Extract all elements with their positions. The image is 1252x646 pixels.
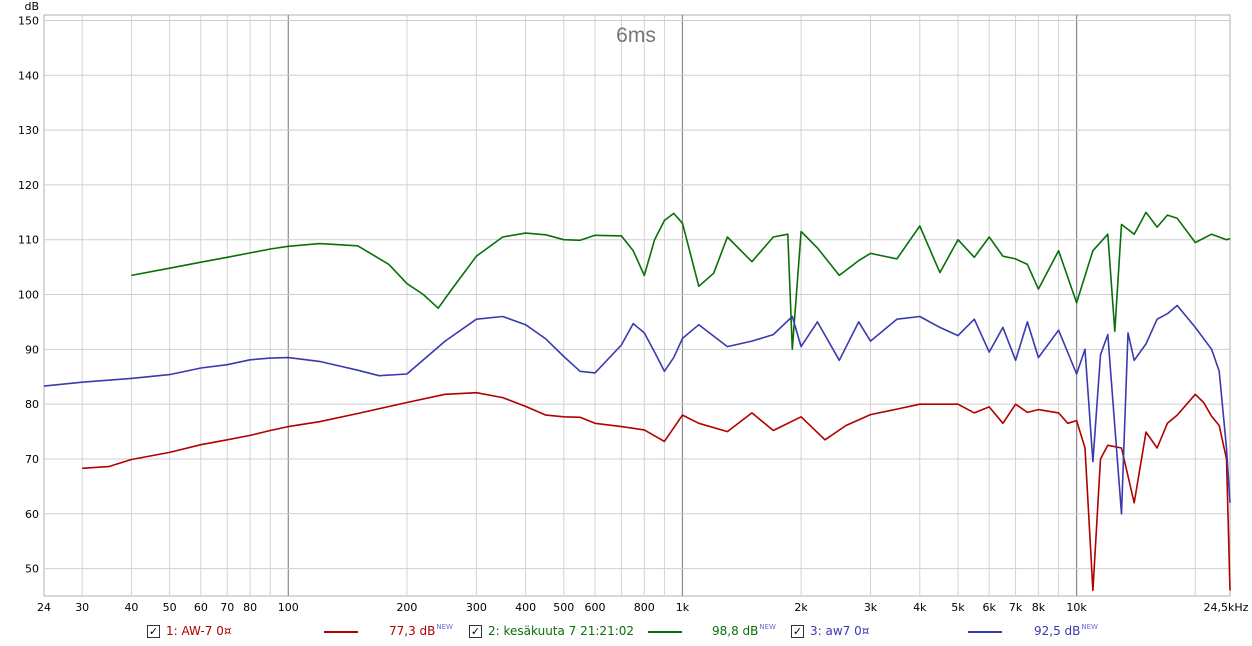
x-tick-label: 10k xyxy=(1066,601,1087,614)
x-tick-label: 300 xyxy=(466,601,487,614)
series-3-new-tag: NEW xyxy=(1081,623,1098,631)
time-window-label: 6ms xyxy=(616,24,656,47)
series-1-swatch xyxy=(324,631,358,633)
x-tick-label: 8k xyxy=(1032,601,1046,614)
x-tick-label: 50 xyxy=(163,601,177,614)
series-2-checkbox[interactable]: ✓ xyxy=(469,624,482,638)
x-tick-label: 30 xyxy=(75,601,89,614)
x-tick-label: 800 xyxy=(634,601,655,614)
x-tick-label: 1k xyxy=(676,601,690,614)
series-1-name: 1: AW-7 0¤ xyxy=(166,624,232,638)
y-tick-label: 110 xyxy=(18,234,39,247)
series-3-level-value: 92,5 dB xyxy=(1034,624,1081,638)
x-tick-label: 24 xyxy=(37,601,51,614)
x-tick-label: 24,5kHz xyxy=(1204,601,1249,614)
y-tick-label: 90 xyxy=(25,343,39,356)
legend: ✓ 1: AW-7 0¤ 77,3 dB NEW ✓ 2: kesäkuuta … xyxy=(0,620,1252,642)
series-layer xyxy=(43,211,1231,592)
axes: 50 60 70 80 90 100 110 120 130 140 150 24 30 40 50 60 70… xyxy=(18,14,1249,614)
series-3-checkbox[interactable]: ✓ xyxy=(791,624,804,638)
series-line-1 xyxy=(82,391,1231,592)
series-2-level: 98,8 dB NEW xyxy=(712,622,776,640)
series-2-level-value: 98,8 dB xyxy=(712,624,759,638)
x-tick-label: 100 xyxy=(278,601,299,614)
series-1-new-tag: NEW xyxy=(436,623,453,631)
y-axis-unit: dB xyxy=(24,0,39,13)
x-tick-label: 5k xyxy=(951,601,965,614)
plot-area xyxy=(43,14,1231,597)
x-tick-label: 6k xyxy=(982,601,996,614)
y-tick-label: 130 xyxy=(18,124,39,137)
series-2-name: 2: kesäkuuta 7 21:21:02 xyxy=(488,624,635,638)
y-tick-label: 140 xyxy=(18,69,39,82)
x-tick-label: 400 xyxy=(515,601,536,614)
series-2-new-tag: NEW xyxy=(759,623,776,631)
series-line-3 xyxy=(43,304,1231,515)
y-tick-label: 150 xyxy=(18,14,39,27)
y-tick-label: 120 xyxy=(18,179,39,192)
x-tick-label: 80 xyxy=(243,601,257,614)
series-line-2 xyxy=(131,211,1231,351)
x-tick-label: 600 xyxy=(585,601,606,614)
x-tick-label: 200 xyxy=(396,601,417,614)
series-1-level-value: 77,3 dB xyxy=(389,624,436,638)
x-tick-label: 3k xyxy=(864,601,878,614)
series-2-swatch xyxy=(648,631,682,633)
x-tick-label: 7k xyxy=(1009,601,1023,614)
x-tick-label: 40 xyxy=(124,601,138,614)
series-3-level: 92,5 dB NEW xyxy=(1034,622,1098,640)
x-tick-label: 4k xyxy=(913,601,927,614)
series-3-name: 3: aw7 0¤ xyxy=(810,624,870,638)
x-tick-label: 70 xyxy=(220,601,234,614)
series-1-checkbox[interactable]: ✓ xyxy=(147,624,160,638)
x-tick-label: 500 xyxy=(553,601,574,614)
legend-item-2[interactable]: ✓ 2: kesäkuuta 7 21:21:02 xyxy=(469,622,634,640)
x-tick-label: 60 xyxy=(194,601,208,614)
frequency-response-chart: 50 60 70 80 90 100 110 120 130 140 150 24 30 40 50 60 70… xyxy=(18,0,1249,614)
grid xyxy=(43,14,1231,597)
series-3-swatch xyxy=(968,631,1002,633)
series-1-level: 77,3 dB NEW xyxy=(389,622,453,640)
y-tick-label: 80 xyxy=(25,398,39,411)
y-tick-label: 60 xyxy=(25,508,39,521)
y-tick-label: 50 xyxy=(25,563,39,576)
y-tick-label: 100 xyxy=(18,289,39,302)
legend-item-1[interactable]: ✓ 1: AW-7 0¤ xyxy=(147,622,231,640)
x-tick-label: 2k xyxy=(794,601,808,614)
legend-item-3[interactable]: ✓ 3: aw7 0¤ xyxy=(791,622,869,640)
y-tick-label: 70 xyxy=(25,453,39,466)
